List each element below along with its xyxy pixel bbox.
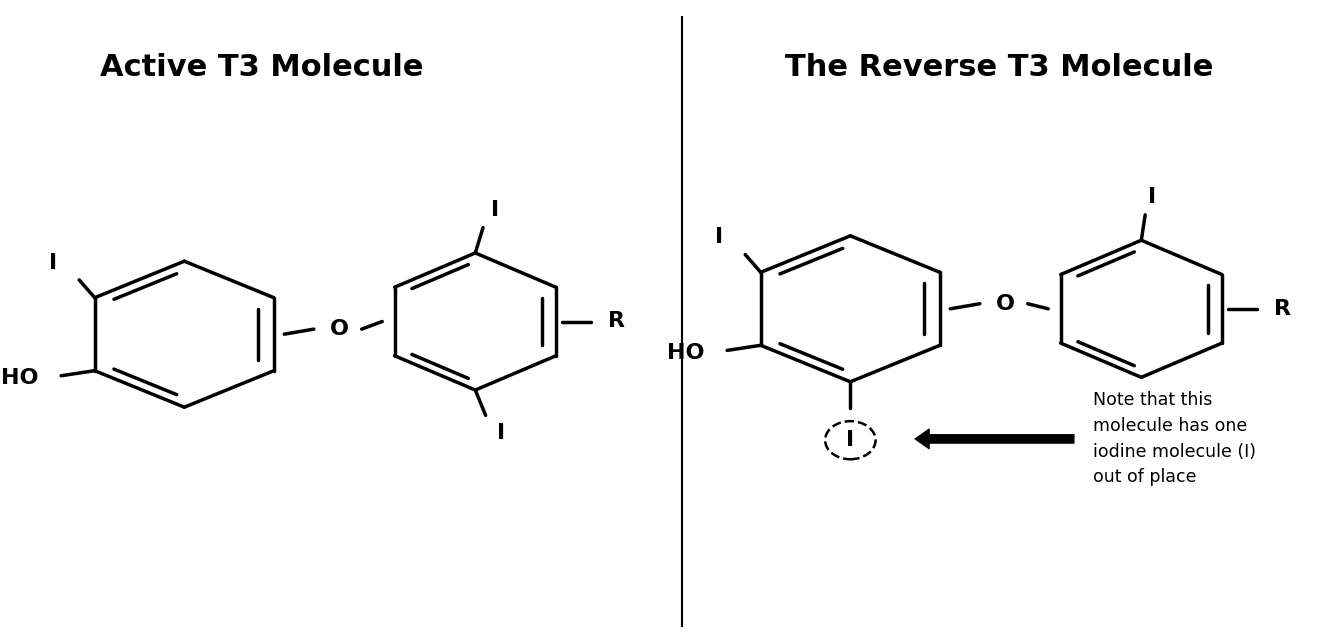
Text: Active T3 Molecule: Active T3 Molecule bbox=[100, 53, 424, 82]
Text: R: R bbox=[608, 311, 625, 332]
Text: O: O bbox=[331, 319, 349, 339]
Text: R: R bbox=[1274, 299, 1290, 319]
Text: I: I bbox=[491, 200, 499, 220]
FancyArrowPatch shape bbox=[916, 429, 1074, 449]
Text: O: O bbox=[996, 294, 1016, 314]
Text: I: I bbox=[716, 228, 724, 248]
Text: HO: HO bbox=[1, 368, 39, 388]
Text: HO: HO bbox=[666, 343, 704, 363]
Text: I: I bbox=[497, 423, 505, 443]
Text: I: I bbox=[846, 430, 854, 450]
Text: I: I bbox=[1148, 187, 1156, 207]
Text: I: I bbox=[49, 253, 57, 273]
Text: The Reverse T3 Molecule: The Reverse T3 Molecule bbox=[785, 53, 1213, 82]
Text: Note that this
molecule has one
iodine molecule (I)
out of place: Note that this molecule has one iodine m… bbox=[1093, 392, 1257, 487]
